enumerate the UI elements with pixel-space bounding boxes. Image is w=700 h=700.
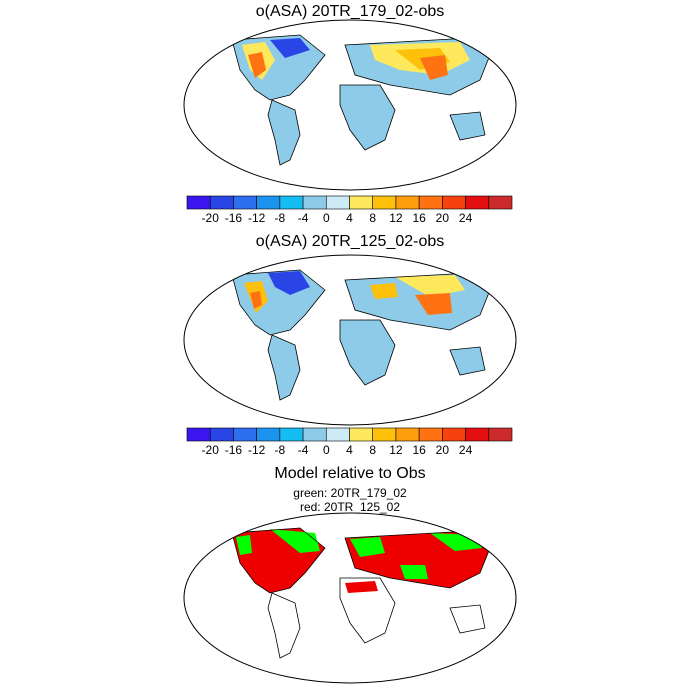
map-border-2 <box>183 254 517 426</box>
colorbar-swatch <box>233 427 257 442</box>
colorbar-swatch <box>349 427 374 442</box>
colorbar-tick-label: 24 <box>459 443 473 457</box>
colorbar-swatch <box>186 195 211 210</box>
colorbar-swatch <box>279 427 304 442</box>
colorbar-swatch <box>325 427 350 442</box>
colorbar-tick-label: -20 <box>202 211 220 225</box>
colorbar-tick-label: 16 <box>412 443 426 457</box>
colorbar-swatch <box>209 427 234 442</box>
colorbar-tick-label: 4 <box>346 211 353 225</box>
colorbar-swatch <box>442 427 466 442</box>
colorbar-tick-label: -16 <box>225 443 243 457</box>
colorbar-swatch <box>442 195 466 210</box>
colorbar-tick-label: 12 <box>389 443 403 457</box>
colorbar-tick-label: 16 <box>412 211 426 225</box>
colorbar-tick-label: -20 <box>202 443 220 457</box>
panel-2-title: o(ASA) 20TR_125_02-obs <box>255 233 445 250</box>
colorbar-tick-label: 8 <box>369 443 376 457</box>
colorbar-swatch <box>465 427 490 442</box>
colorbar-swatch <box>372 427 397 442</box>
colorbar-swatch <box>325 195 350 210</box>
colorbar-tick-label: 4 <box>346 443 353 457</box>
colorbar-tick-label: 20 <box>436 211 450 225</box>
panel-3-green-label: green: 20TR_179_02 <box>293 486 407 500</box>
model-relative-shading <box>232 528 490 593</box>
colorbar-swatch <box>256 427 281 442</box>
colorbar-2: -20 -16 -12 -8 -4 0 4 8 12 16 20 24 <box>186 427 513 457</box>
colorbar-swatch <box>186 427 211 442</box>
colorbar-swatch <box>256 195 281 210</box>
map-border-1 <box>183 19 517 191</box>
colorbar-swatch <box>488 195 513 210</box>
colorbar-swatch <box>302 195 327 210</box>
colorbar-tick-label: 12 <box>389 211 403 225</box>
colorbar-tick-label: -12 <box>248 443 266 457</box>
panel-1-title: o(ASA) 20TR_179_02-obs <box>255 3 445 20</box>
colorbar-tick-label: -4 <box>298 443 309 457</box>
colorbar-tick-label: -8 <box>275 211 286 225</box>
colorbar-tick-label: 24 <box>459 211 473 225</box>
map-panel-3 <box>231 527 491 659</box>
land-shading-2 <box>232 270 490 400</box>
colorbar-tick-label: 0 <box>323 211 330 225</box>
colorbar-1: -20 -16 -12 -8 -4 0 4 8 12 16 20 24 <box>186 195 513 225</box>
colorbar-tick-label: -16 <box>225 211 243 225</box>
colorbar-swatch <box>279 195 304 210</box>
colorbar-swatch <box>302 427 327 442</box>
colorbar-swatch <box>418 195 443 210</box>
panel-3-red-label: red: 20TR_125_02 <box>299 500 401 514</box>
colorbar-tick-label: -8 <box>275 443 286 457</box>
colorbar-swatch <box>372 195 397 210</box>
colorbar-swatch <box>418 427 443 442</box>
colorbar-swatch <box>349 195 374 210</box>
colorbar-tick-label: 8 <box>369 211 376 225</box>
map-border-3 <box>183 512 517 684</box>
map-panel-1 <box>231 34 491 166</box>
colorbar-tick-label: -12 <box>248 211 266 225</box>
coastlines-2 <box>231 269 491 401</box>
colorbar-swatch <box>233 195 257 210</box>
colorbar-swatch <box>395 195 420 210</box>
colorbar-tick-label: -4 <box>298 211 309 225</box>
colorbar-tick-label: 20 <box>436 443 450 457</box>
colorbar-tick-label: 0 <box>323 443 330 457</box>
colorbar-swatch <box>465 195 490 210</box>
land-shading-1 <box>232 35 490 165</box>
colorbar-swatch <box>209 195 234 210</box>
colorbar-swatch <box>488 427 513 442</box>
map-panel-2 <box>231 269 491 401</box>
panel-3-title: Model relative to Obs <box>274 465 426 482</box>
colorbar-swatch <box>395 427 420 442</box>
